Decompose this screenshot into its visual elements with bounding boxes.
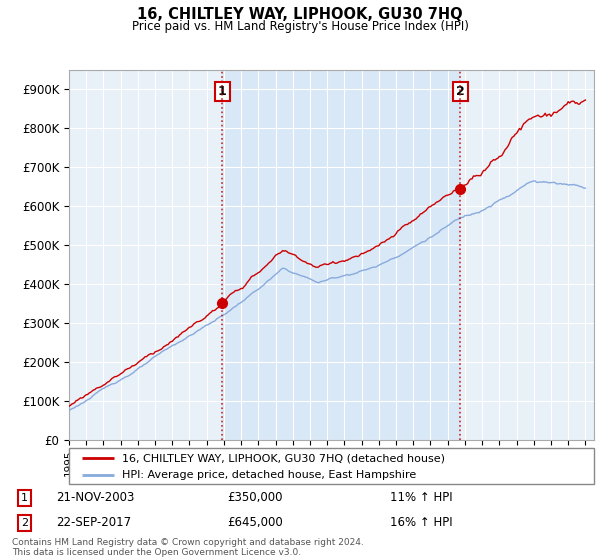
Text: 16, CHILTLEY WAY, LIPHOOK, GU30 7HQ (detached house): 16, CHILTLEY WAY, LIPHOOK, GU30 7HQ (det… [121,453,445,463]
Text: £350,000: £350,000 [227,491,283,504]
Text: 1: 1 [21,493,28,503]
Text: 16% ↑ HPI: 16% ↑ HPI [391,516,453,529]
Text: 11% ↑ HPI: 11% ↑ HPI [391,491,453,504]
Text: HPI: Average price, detached house, East Hampshire: HPI: Average price, detached house, East… [121,470,416,480]
FancyBboxPatch shape [69,448,594,484]
Text: Price paid vs. HM Land Registry's House Price Index (HPI): Price paid vs. HM Land Registry's House … [131,20,469,32]
Text: 22-SEP-2017: 22-SEP-2017 [56,516,131,529]
Text: 21-NOV-2003: 21-NOV-2003 [56,491,134,504]
Bar [222,70,460,440]
Text: Contains HM Land Registry data © Crown copyright and database right 2024.
This d: Contains HM Land Registry data © Crown c… [12,538,364,557]
Text: 1: 1 [218,85,227,98]
Text: £645,000: £645,000 [227,516,283,529]
Text: 2: 2 [21,518,28,528]
Text: 16, CHILTLEY WAY, LIPHOOK, GU30 7HQ: 16, CHILTLEY WAY, LIPHOOK, GU30 7HQ [137,7,463,22]
Text: 2: 2 [456,85,464,98]
